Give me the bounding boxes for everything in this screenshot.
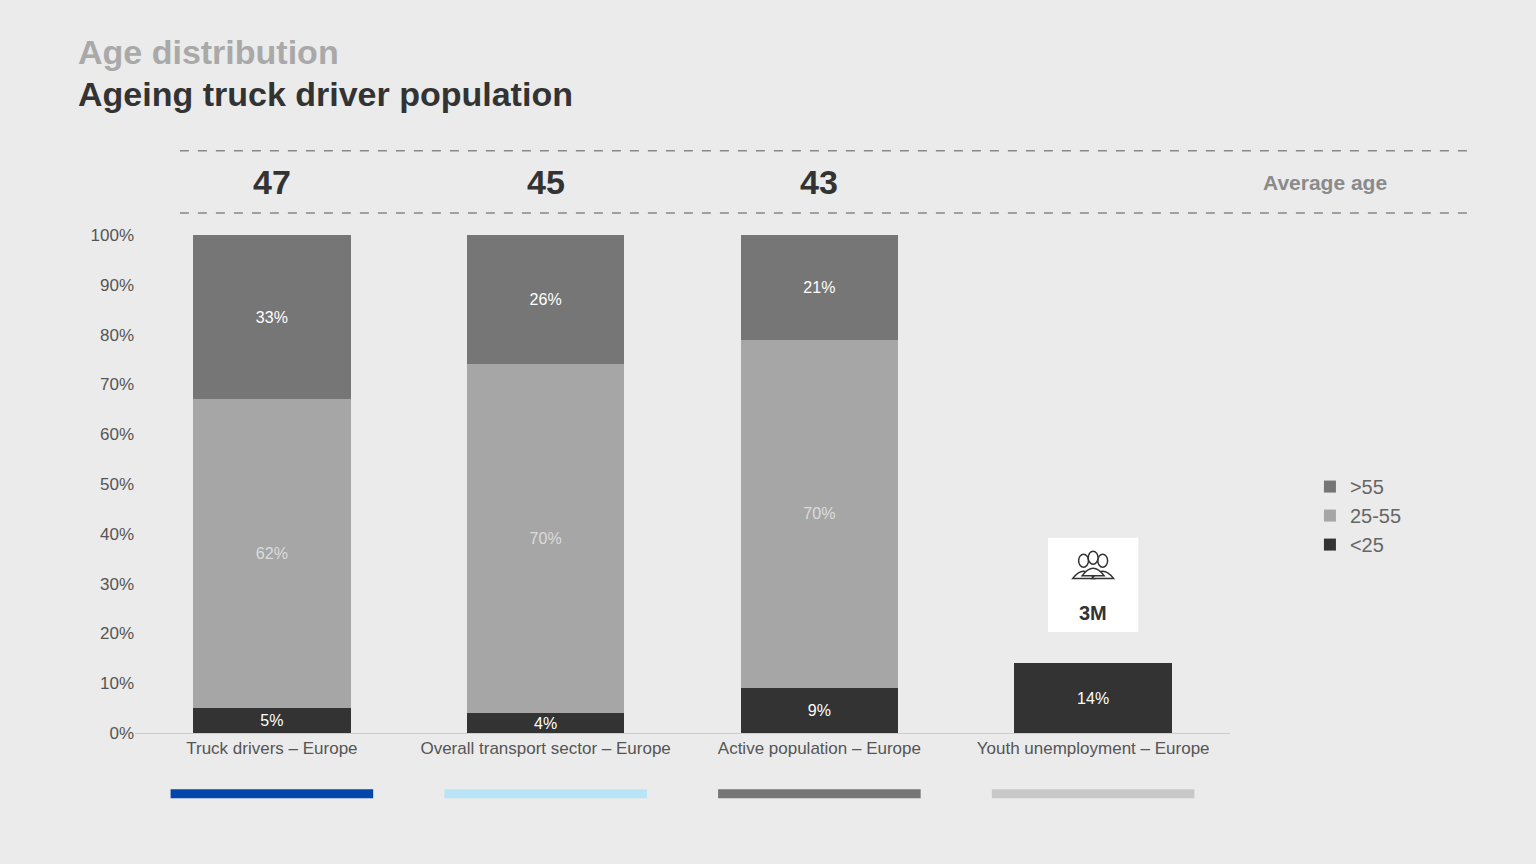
svg-text:>55: >55 (1350, 476, 1384, 498)
svg-text:3M: 3M (1079, 602, 1107, 624)
svg-text:Active population – Europe: Active population – Europe (718, 739, 921, 758)
svg-text:40%: 40% (100, 525, 134, 544)
svg-text:90%: 90% (100, 276, 134, 295)
svg-text:30%: 30% (100, 575, 134, 594)
svg-text:25-55: 25-55 (1350, 505, 1401, 527)
svg-text:0%: 0% (109, 724, 134, 743)
svg-text:62%: 62% (256, 545, 288, 562)
svg-text:80%: 80% (100, 326, 134, 345)
svg-text:Age distribution: Age distribution (78, 33, 339, 71)
svg-text:Truck drivers – Europe: Truck drivers – Europe (186, 739, 357, 758)
svg-text:Youth unemployment – Europe: Youth unemployment – Europe (977, 739, 1210, 758)
svg-text:Average age: Average age (1263, 171, 1387, 194)
svg-text:100%: 100% (91, 226, 134, 245)
svg-text:9%: 9% (808, 702, 831, 719)
svg-text:21%: 21% (803, 279, 835, 296)
svg-text:4%: 4% (534, 715, 557, 732)
svg-text:43: 43 (800, 163, 838, 201)
svg-text:70%: 70% (100, 375, 134, 394)
svg-text:14%: 14% (1077, 690, 1109, 707)
svg-text:20%: 20% (100, 624, 134, 643)
svg-text:33%: 33% (256, 309, 288, 326)
svg-text:5%: 5% (260, 712, 283, 729)
svg-text:<25: <25 (1350, 534, 1384, 556)
svg-text:26%: 26% (530, 291, 562, 308)
svg-text:60%: 60% (100, 425, 134, 444)
svg-text:70%: 70% (530, 530, 562, 547)
svg-text:47: 47 (253, 163, 291, 201)
svg-text:50%: 50% (100, 475, 134, 494)
svg-text:Ageing truck driver population: Ageing truck driver population (78, 75, 573, 113)
svg-text:Overall transport sector – Eur: Overall transport sector – Europe (420, 739, 670, 758)
svg-text:70%: 70% (803, 505, 835, 522)
svg-text:10%: 10% (100, 674, 134, 693)
svg-text:45: 45 (527, 163, 565, 201)
